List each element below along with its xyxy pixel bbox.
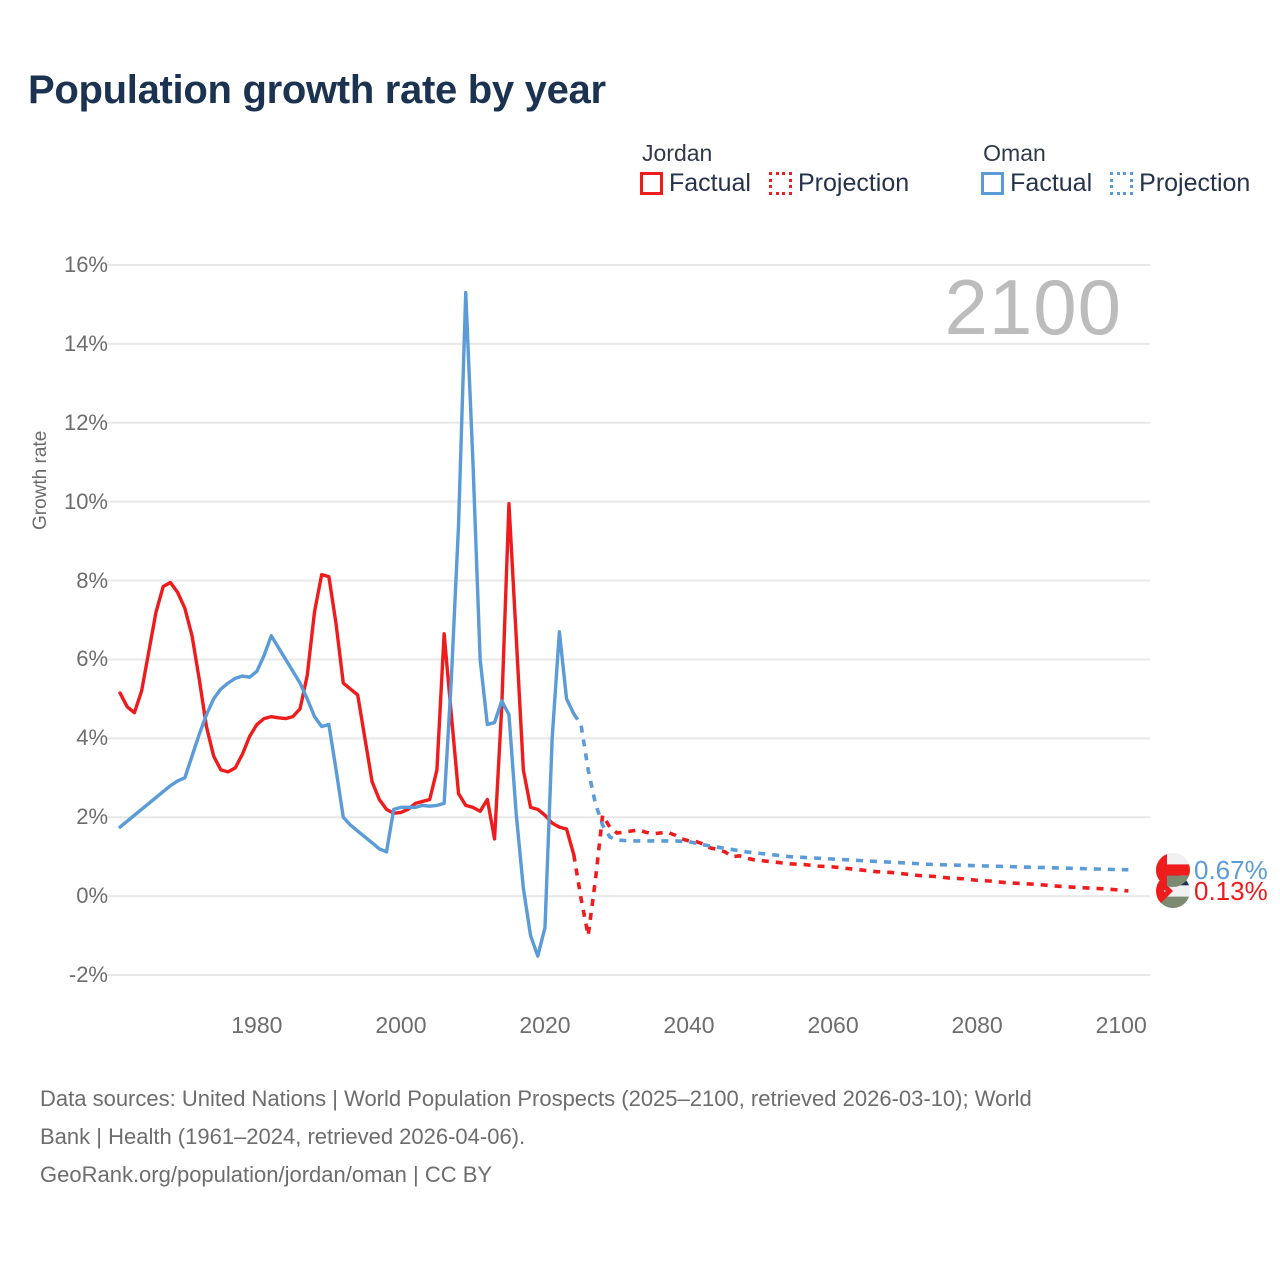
end-label-oman: 0.67% [1156, 852, 1268, 887]
legend-country-oman: Oman [983, 140, 1046, 166]
x-tick-label: 2060 [807, 1012, 859, 1038]
end-value-jordan: 0.13% [1194, 875, 1268, 906]
y-tick-label: 2% [76, 804, 108, 830]
y-tick-label: 6% [76, 646, 108, 672]
legend-swatch-dotted-blue-icon [1110, 172, 1134, 195]
y-tick-label: 4% [76, 725, 108, 751]
footer-line-2: Bank | Health (1961–2024, retrieved 2026… [40, 1124, 526, 1150]
series-line-jordan-projection [572, 809, 1129, 936]
x-tick-label: 1980 [231, 1012, 283, 1038]
legend-items-jordan: Factual Projection [640, 171, 909, 196]
y-tick-label: 14% [63, 330, 108, 356]
legend-swatch-solid-blue-icon [981, 172, 1005, 195]
footer-line-3[interactable]: GeoRank.org/population/jordan/oman | CC … [40, 1162, 493, 1188]
footer-line-1: Data sources: United Nations | World Pop… [40, 1086, 1032, 1111]
series-line-oman-projection [572, 712, 1129, 872]
legend-country-jordan: Jordan [642, 140, 713, 166]
legend-label-oman-projection: Projection [1139, 169, 1251, 197]
page-title: Population growth rate by year [28, 68, 606, 112]
x-tick-label: 2100 [1095, 1012, 1147, 1038]
series-line-jordan-factual [118, 501, 576, 857]
legend-item-jordan-projection[interactable]: Projection [768, 169, 910, 197]
legend-items-oman: Factual Projection [981, 171, 1250, 196]
oman-flag-icon [1156, 852, 1190, 887]
legend-group-oman: Oman Factual Projection [981, 142, 1250, 196]
footer-sources: Data sources: United Nations | World Pop… [40, 1082, 1240, 1192]
legend-group-jordan: Jordan Factual Projection [640, 142, 909, 196]
x-tick-label: 2020 [519, 1012, 571, 1038]
y-tick-label: 8% [76, 567, 108, 593]
legend-swatch-solid-red-icon [640, 172, 663, 195]
y-tick-label: 0% [76, 883, 108, 909]
x-tick-label: 2080 [951, 1012, 1003, 1038]
y-tick-label: 16% [63, 252, 108, 277]
x-tick-label: 2000 [375, 1012, 427, 1038]
y-tick-label: -2% [68, 962, 108, 987]
y-axis-ticks: 16% 14% 12% 10% 8% 6% 4% 2% 0% -2% [0, 0, 108, 1280]
series-line-oman-factual [118, 290, 576, 958]
legend-item-oman-projection[interactable]: Projection [1110, 171, 1250, 196]
y-tick-label: 12% [63, 409, 108, 435]
y-tick-label: 10% [63, 488, 108, 514]
legend-item-oman-factual[interactable]: Factual [981, 171, 1092, 196]
x-tick-label: 2040 [663, 1012, 715, 1038]
chart-legend: Jordan Factual Projection Oman Factual [640, 142, 1250, 196]
legend-label-oman-factual: Factual [1010, 169, 1093, 197]
legend-swatch-dotted-red-icon [768, 172, 792, 195]
legend-label-jordan-factual: Factual [669, 169, 751, 197]
legend-item-jordan-factual[interactable]: Factual [640, 171, 751, 196]
year-watermark: 2100 [944, 263, 1122, 351]
legend-label-jordan-projection: Projection [797, 169, 910, 197]
end-value-oman: 0.67% [1194, 854, 1268, 885]
